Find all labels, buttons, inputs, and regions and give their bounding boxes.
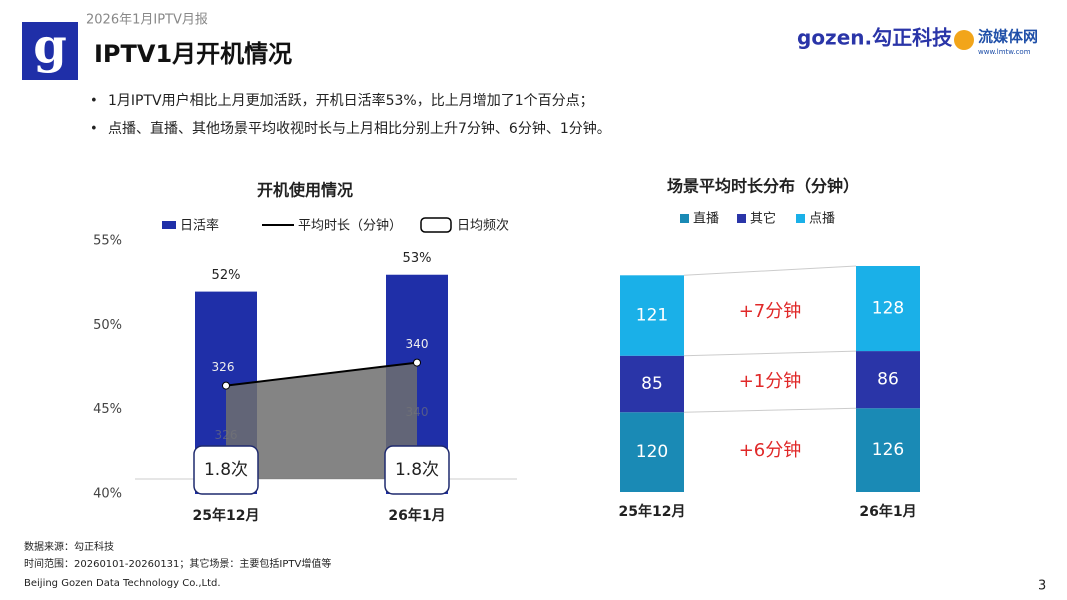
connector — [683, 407, 857, 413]
partner-icon — [954, 30, 974, 50]
annotation: +1分钟 — [739, 371, 802, 392]
bar-label: 53% — [403, 251, 432, 266]
bullet: 1月IPTV用户相比上月更加活跃，开机日活率53%，比上月增加了1个百分点； — [108, 92, 594, 109]
partner-logo: 流媒体网 — [978, 28, 1038, 46]
legend-swatch — [680, 214, 689, 223]
segment-label: 126 — [872, 440, 904, 460]
segment-label: 121 — [636, 306, 668, 326]
annotation: +6分钟 — [739, 440, 802, 461]
legend-swatch — [737, 214, 746, 223]
chart-title: 开机使用情况 — [257, 181, 353, 200]
partner-url: www.lmtw.com — [978, 48, 1031, 56]
slide-title: IPTV1月开机情况 — [94, 40, 292, 68]
area — [226, 362, 417, 479]
annotation: +7分钟 — [739, 301, 802, 322]
x-tick-label: 26年1月 — [859, 503, 916, 520]
y-tick-label: 40% — [93, 487, 122, 502]
report-name: 2026年1月IPTV月报 — [86, 13, 208, 28]
footer-range: 时间范围：20260101-20260131；其它场景：主要包括IPTV增值等 — [24, 557, 331, 570]
frequency-label: 1.8次 — [204, 460, 248, 480]
y-tick-label: 50% — [93, 318, 122, 333]
frequency-label: 1.8次 — [395, 460, 439, 480]
segment-label: 120 — [636, 442, 668, 462]
legend-label: 日均频次 — [457, 218, 509, 234]
line-point — [222, 381, 230, 390]
connector — [683, 350, 857, 357]
y-tick-label: 55% — [93, 234, 122, 249]
line-label-shadow: 340 — [406, 405, 429, 419]
bar-segment — [856, 408, 920, 492]
bullet: 点播、直播、其他场景平均收视时长与上月相比分别上升7分钟、6分钟、1分钟。 — [108, 120, 611, 137]
segment-label: 128 — [872, 299, 904, 319]
chart-title: 场景平均时长分布（分钟） — [667, 177, 859, 196]
brand-logo: gozen.勾正科技 — [797, 26, 953, 50]
logo-block — [22, 22, 78, 80]
y-tick-label: 45% — [93, 402, 122, 417]
bar-segment — [620, 275, 684, 356]
frequency-box — [384, 445, 450, 495]
footer-source: 数据来源：勾正科技 — [24, 540, 114, 553]
legend-swatch — [796, 214, 805, 223]
bar-segment — [620, 412, 684, 492]
legend-label: 日活率 — [180, 218, 219, 234]
line-point — [413, 358, 421, 367]
legend-swatch — [420, 217, 452, 233]
bar-segment — [856, 351, 920, 409]
legend-label: 其它 — [750, 211, 776, 227]
bar-segment — [856, 266, 920, 352]
segment-label: 86 — [877, 370, 899, 390]
x-tick-label: 25年12月 — [619, 503, 686, 520]
frequency-box — [193, 445, 259, 495]
bar-segment — [620, 355, 684, 413]
footer-company: Beijing Gozen Data Technology Co.,Ltd. — [24, 578, 221, 589]
line-label: 326 — [212, 360, 235, 374]
legend-swatch — [162, 221, 176, 229]
bullet-dot: • — [90, 94, 98, 109]
legend-label: 直播 — [693, 212, 719, 227]
x-tick-label: 25年12月 — [193, 507, 260, 524]
legend-label: 平均时长（分钟） — [298, 218, 402, 234]
line — [225, 361, 418, 387]
bar-label: 52% — [212, 268, 241, 283]
x-tick-label: 26年1月 — [388, 507, 445, 524]
line-label-shadow: 326 — [215, 428, 238, 442]
segment-label: 85 — [641, 374, 663, 394]
logo-letter: g — [33, 19, 67, 75]
connector — [683, 265, 857, 276]
page-number: 3 — [1038, 579, 1046, 594]
legend-label: 点播 — [809, 212, 835, 227]
line-label: 340 — [406, 337, 429, 351]
bullet-dot: • — [90, 122, 98, 137]
